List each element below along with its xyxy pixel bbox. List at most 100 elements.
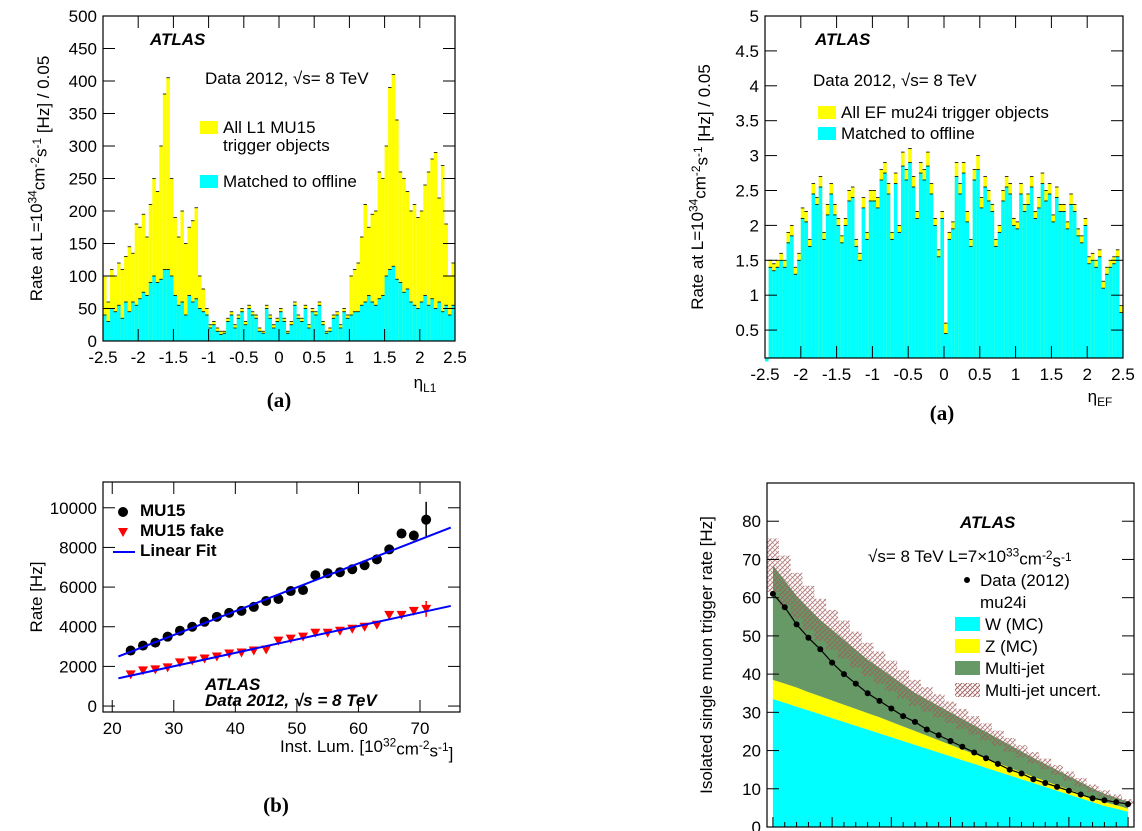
y-tick-label: 3: [750, 147, 759, 166]
histogram-bar: [367, 295, 371, 341]
histogram-bar: [416, 308, 420, 341]
histogram-bar: [131, 302, 135, 341]
y-tick-label: 10: [742, 780, 761, 799]
histogram-bar: [405, 289, 410, 341]
legend-swatch: [818, 106, 836, 119]
y-tick-label: 10000: [50, 499, 97, 518]
y-tick-label: 0: [752, 818, 761, 831]
data-point: [384, 610, 395, 620]
histogram-bar: [1004, 187, 1009, 358]
x-axis-label-part: -1: [438, 740, 449, 754]
legend-swatch: [818, 127, 836, 140]
histogram-bar: [275, 321, 279, 341]
x-axis-label-part: ]: [449, 744, 454, 763]
histogram-bar: [370, 214, 375, 341]
histogram-bar: [872, 200, 876, 358]
legend-label: All EF mu24i trigger objects: [841, 103, 1049, 122]
histogram-bar: [243, 324, 248, 341]
data-point: [840, 671, 847, 678]
histogram-bar: [1072, 211, 1077, 358]
uncertainty-band: [991, 730, 1004, 746]
histogram-bar: [1083, 225, 1088, 358]
x-tick-label: 1.5: [373, 348, 397, 367]
x-tick-label: 0: [274, 348, 283, 367]
histogram-bar: [430, 159, 434, 341]
histogram-bar: [807, 246, 812, 358]
histogram-bar: [148, 282, 153, 341]
data-point: [876, 697, 883, 704]
data-point: [1077, 791, 1084, 798]
caption: (a): [930, 401, 955, 425]
uncertainty-band: [873, 651, 886, 684]
histogram-bar: [384, 276, 389, 341]
uncertainty-band: [944, 701, 957, 724]
histogram-bar: [247, 308, 251, 341]
histogram-bar: [779, 260, 783, 358]
y-tick-label: 60: [742, 589, 761, 608]
histogram-bar: [1101, 288, 1106, 358]
histogram-bar: [117, 263, 121, 341]
data-point: [1065, 787, 1072, 794]
histogram-bar: [264, 308, 269, 341]
histogram-bar: [922, 180, 927, 358]
histogram-bar: [180, 211, 184, 341]
histogram-bar: [110, 269, 114, 341]
uncertainty-band: [1003, 737, 1016, 752]
uncertainty-band: [1051, 765, 1063, 776]
histogram-bar: [437, 198, 441, 341]
data-point: [1113, 799, 1120, 806]
histogram-bar: [426, 305, 431, 341]
histogram-bar: [169, 178, 174, 341]
histogram-bar: [398, 282, 403, 341]
x-tick-label: 1: [345, 348, 354, 367]
histogram-bar: [215, 331, 220, 341]
y-axis-label-part: s: [693, 157, 712, 166]
y-tick-label: 0: [88, 332, 97, 351]
x-tick-label: -2.5: [750, 365, 779, 384]
x-axis-label-part: cm: [396, 739, 419, 758]
histogram-bar: [183, 243, 188, 341]
histogram-bar: [447, 315, 452, 341]
histogram-bar: [352, 311, 357, 341]
histogram-bar: [303, 308, 308, 341]
uncertainty-band: [968, 716, 981, 735]
data-point: [285, 634, 296, 644]
histogram-bar: [969, 246, 973, 358]
histogram-bar: [986, 200, 991, 358]
uncertainty-band: [1015, 745, 1028, 758]
histogram-bar: [1015, 228, 1020, 358]
x-axis-label-part: -2: [419, 738, 430, 752]
data-point: [994, 760, 1001, 767]
y-axis-label-part: 34: [687, 198, 701, 212]
histogram-bar: [317, 305, 322, 341]
histogram-bar: [990, 211, 995, 358]
histogram-bar: [1065, 228, 1070, 358]
histogram-bar: [363, 204, 367, 341]
x-tick-label: -1: [201, 348, 216, 367]
x-axis-label: ηEF: [1088, 387, 1113, 409]
x-axis-label-part: η: [414, 373, 423, 392]
histogram-bar: [793, 274, 798, 358]
legend-label: Z (MC): [985, 637, 1038, 656]
y-tick-label: 300: [69, 137, 97, 156]
histogram-bar: [222, 333, 227, 341]
histogram-bar: [162, 94, 167, 341]
histogram-bar: [451, 305, 455, 341]
fit-line: [118, 604, 451, 680]
histogram-bar: [1094, 267, 1098, 358]
histogram-bar: [1026, 204, 1030, 358]
histogram-bar: [997, 232, 1002, 358]
legend-label: MU15: [140, 501, 185, 520]
chart-subtitle: Data 2012, √s= 8 TeV: [205, 69, 369, 88]
histogram-bar: [818, 187, 823, 358]
histogram-bar: [444, 224, 448, 341]
y-tick-label: 0: [88, 697, 97, 716]
histogram-bar: [786, 242, 791, 358]
histogram-bar: [349, 315, 353, 341]
histogram-bar: [811, 193, 816, 358]
chart-title: ATLAS: [959, 513, 1016, 532]
uncertainty-band: [802, 585, 815, 631]
y-axis-label: Rate [Hz]: [27, 562, 46, 633]
y-axis-label-part: -2: [689, 165, 703, 176]
histogram-bar: [915, 218, 919, 358]
